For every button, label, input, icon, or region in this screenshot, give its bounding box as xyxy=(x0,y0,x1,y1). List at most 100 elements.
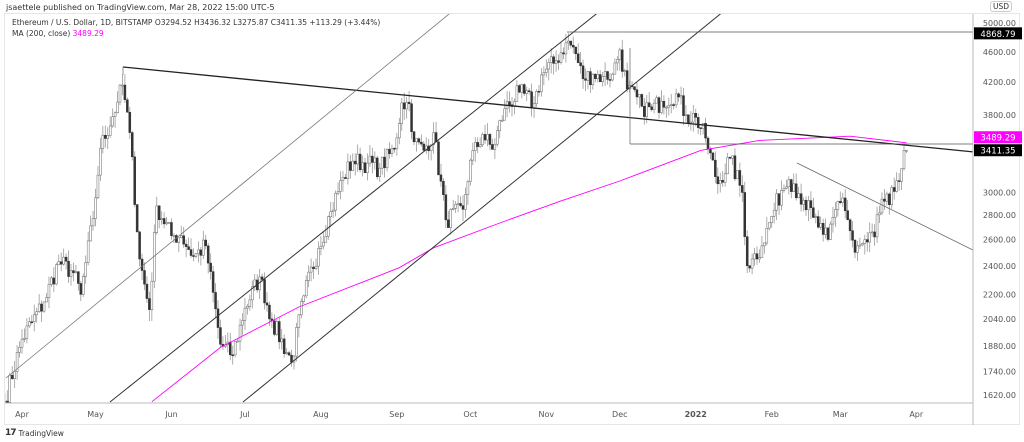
candle-body xyxy=(665,106,668,109)
ma-value: 3489.29 xyxy=(72,29,104,38)
candle xyxy=(684,105,688,122)
candle xyxy=(802,197,805,212)
candle-body xyxy=(657,97,661,113)
candle xyxy=(897,172,901,191)
candle xyxy=(405,96,408,119)
candle-body xyxy=(50,277,53,285)
candle xyxy=(814,213,818,224)
candle xyxy=(219,319,222,348)
y-tick-label: 3800.00 xyxy=(983,111,1016,120)
candle-body xyxy=(439,174,443,182)
candle-body xyxy=(8,374,11,403)
candle-body xyxy=(596,74,599,79)
candle-body xyxy=(410,103,413,132)
candle-body xyxy=(285,352,288,354)
candle xyxy=(35,307,38,323)
candle-body xyxy=(123,84,127,100)
candle-body xyxy=(393,147,396,150)
candle-body xyxy=(733,155,737,180)
price-label: 3411.35 xyxy=(980,147,1015,157)
candle xyxy=(6,390,9,403)
candle-body xyxy=(716,176,720,185)
candle-body xyxy=(37,303,41,312)
symbol-ohlc[interactable]: Ethereum / U.S. Dollar, 1D, BITSTAMP O32… xyxy=(12,18,381,27)
candle-body xyxy=(768,222,771,229)
candle-body xyxy=(349,161,352,171)
candle-body xyxy=(552,56,555,64)
candle-body xyxy=(260,276,264,280)
candle-body xyxy=(197,249,200,254)
candle xyxy=(13,361,16,389)
candle-body xyxy=(721,180,724,183)
descending-neckline xyxy=(796,162,973,251)
candle-body xyxy=(361,162,364,170)
candle xyxy=(843,189,847,219)
candle xyxy=(861,242,864,247)
candle xyxy=(121,74,124,96)
candle xyxy=(858,237,862,250)
candle-body xyxy=(214,292,217,310)
candle-body xyxy=(758,257,761,260)
candle xyxy=(834,201,837,227)
candle-body xyxy=(843,197,847,211)
candle-body xyxy=(18,347,21,353)
candle-body xyxy=(297,314,301,328)
candle xyxy=(108,116,112,138)
candle-body xyxy=(537,91,541,93)
y-tick-label: 4600.00 xyxy=(983,48,1016,57)
candle-body xyxy=(202,239,205,256)
candle-body xyxy=(863,239,867,244)
candle-body xyxy=(238,324,242,342)
candle-body xyxy=(772,209,776,217)
candle xyxy=(184,239,188,258)
candle xyxy=(197,241,200,263)
candle-body xyxy=(378,167,381,178)
candle xyxy=(794,173,798,201)
candle xyxy=(96,165,100,199)
candle xyxy=(371,147,374,174)
candle-body xyxy=(545,68,548,73)
candle xyxy=(660,90,663,115)
candle xyxy=(454,200,457,213)
candle-body xyxy=(15,352,19,372)
candle xyxy=(346,153,350,185)
candle xyxy=(618,47,622,71)
candle-body xyxy=(280,338,283,343)
x-tick-label: Aug xyxy=(313,410,329,419)
candle-body xyxy=(341,177,345,181)
candle xyxy=(126,97,129,113)
candle-body xyxy=(199,249,203,256)
candle-body xyxy=(714,159,717,177)
candle-body xyxy=(496,130,499,145)
candle-body xyxy=(385,148,389,169)
candle-body xyxy=(532,103,536,109)
candle-body xyxy=(603,71,607,77)
candle xyxy=(711,151,715,161)
candle-body xyxy=(265,302,269,306)
candle-body xyxy=(33,314,36,322)
candle-body xyxy=(59,261,63,265)
candle-body xyxy=(82,276,85,295)
ma-legend[interactable]: MA (200, close) 3489.29 xyxy=(12,28,380,39)
y-tick-label: 2040.00 xyxy=(983,315,1016,324)
candle xyxy=(366,153,369,181)
candle xyxy=(598,70,602,83)
candle-body xyxy=(307,271,310,281)
candle-body xyxy=(520,84,524,93)
candle-body xyxy=(40,303,43,312)
candle-body xyxy=(581,65,585,80)
candle-body xyxy=(104,134,107,139)
publisher-line: jsaettele published on TradingView.com, … xyxy=(6,3,275,12)
candle-body xyxy=(10,374,14,379)
candle xyxy=(192,248,195,262)
candle-body xyxy=(466,181,470,195)
candle-body xyxy=(839,201,842,203)
candle-body xyxy=(841,197,844,203)
tradingview-logo[interactable]: 17 TradingView xyxy=(5,428,64,438)
candle xyxy=(625,62,629,93)
candle xyxy=(5,393,7,403)
currency-badge[interactable]: USD xyxy=(990,1,1013,12)
candle xyxy=(824,218,827,239)
x-tick-label: Apr xyxy=(909,410,924,419)
